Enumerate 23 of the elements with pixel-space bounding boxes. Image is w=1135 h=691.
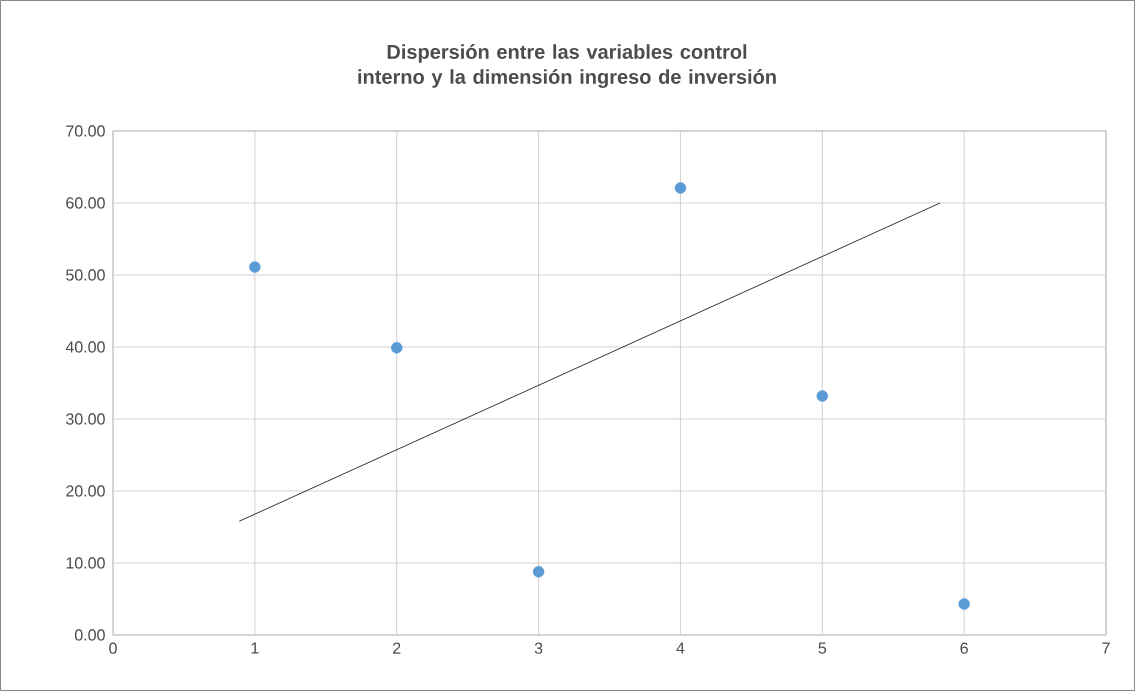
y-tick-label: 10.00 (66, 557, 105, 569)
y-tick-label: 30.00 (66, 413, 105, 425)
point (958, 598, 970, 610)
x-tick-label: 5 (818, 642, 827, 654)
x-tick-label: 2 (393, 642, 401, 654)
y-tick-label: 20.00 (66, 485, 105, 497)
x-tick-label: 6 (960, 642, 968, 654)
point (249, 261, 261, 273)
point (674, 182, 687, 194)
y-tick-label: 60.00 (66, 197, 105, 209)
y-tick-label: 70.00 (66, 125, 105, 137)
x-tick-label: 3 (534, 642, 543, 654)
x-tick-label: 4 (676, 642, 685, 654)
x-tick-label: 7 (1102, 642, 1110, 654)
point (391, 342, 403, 354)
x-tick-label: 1 (251, 642, 259, 654)
x-tick-label: 0 (109, 642, 117, 654)
chart-title: Dispersión entre las variables control interno y la dimensión ingreso de inversión (358, 44, 776, 88)
point (532, 565, 545, 578)
y-tick-label: 50.00 (66, 269, 105, 281)
y-tick-label: 0.00 (74, 629, 105, 641)
point (816, 390, 828, 402)
y-tick-label: 40.00 (65, 341, 105, 353)
